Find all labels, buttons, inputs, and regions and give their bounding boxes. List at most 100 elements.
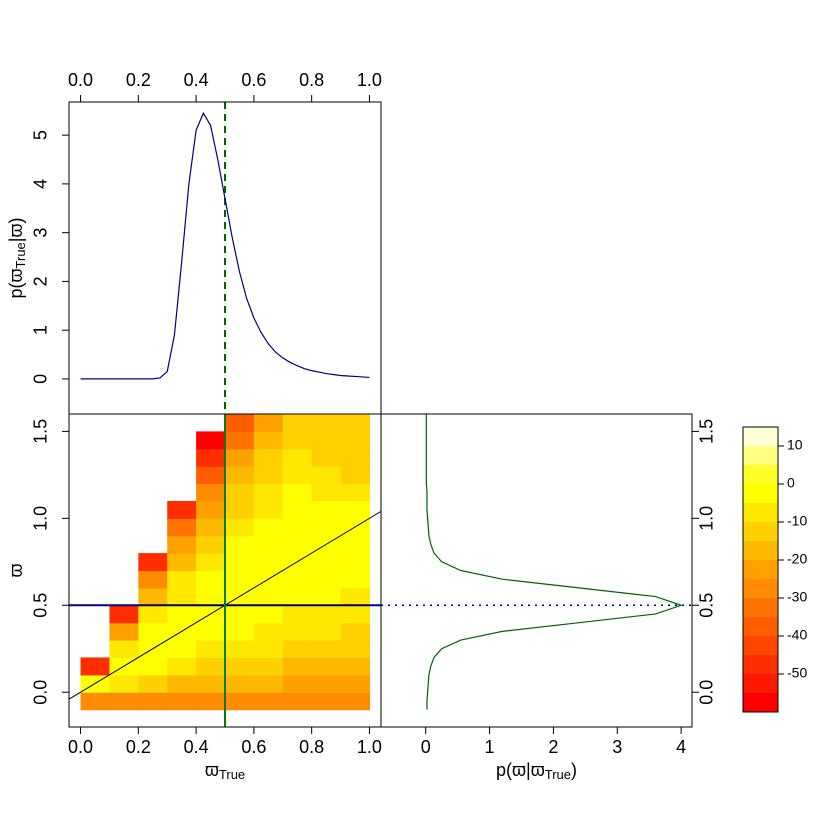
colorbar-band (743, 655, 778, 674)
y-tick-label: 3 (31, 228, 51, 238)
colorbar-band (743, 503, 778, 522)
heat-cell (196, 674, 226, 693)
heat-cell (225, 518, 255, 537)
axis-label: ϖ (6, 563, 26, 577)
y-tick-label: 0 (31, 374, 51, 384)
heat-cell (167, 640, 197, 659)
heat-cell (253, 692, 284, 711)
colorbar-band (743, 636, 778, 655)
heat-cell (109, 674, 139, 693)
heat-cell (253, 535, 284, 554)
heat-cell (282, 587, 313, 606)
heat-cell (282, 535, 313, 554)
heat-cell (340, 570, 371, 589)
x-tick-label: 1.0 (357, 737, 382, 757)
colorbar-band (743, 522, 778, 541)
heat-cell (196, 518, 226, 537)
heat-cell (340, 414, 371, 432)
heat-cell (253, 587, 284, 606)
colorbar-tick-label: -40 (787, 627, 807, 643)
heat-cell (311, 414, 342, 432)
y-tick-label: 1.5 (31, 419, 51, 444)
heat-cell (311, 466, 342, 485)
heat-cell (167, 692, 197, 711)
colorbar-band (743, 579, 778, 598)
heat-cell (311, 570, 342, 589)
heat-cell (109, 622, 139, 641)
heat-cell (253, 466, 284, 485)
heat-cell (225, 640, 255, 659)
colorbar-tick-label: -50 (787, 665, 807, 681)
heat-cell (282, 570, 313, 589)
heat-cell (340, 553, 371, 572)
heat-cell (225, 500, 255, 519)
heat-cell (340, 640, 371, 659)
heat-cell (311, 622, 342, 641)
x-tick-label: 0.6 (241, 70, 266, 90)
x-tick-label: 1 (485, 737, 495, 757)
heat-cell (196, 500, 226, 519)
colorbar-band (743, 465, 778, 484)
x-tick-label: 0.6 (241, 737, 266, 757)
heat-cell (225, 448, 255, 467)
heat-cell (138, 553, 168, 572)
y-tick-label: 2 (31, 276, 51, 286)
label-part: True (219, 767, 245, 782)
heat-cell (282, 466, 313, 485)
heat-cell (196, 622, 226, 641)
density-curve (80, 111, 370, 380)
colorbar-band (743, 446, 778, 465)
heat-cell (138, 657, 168, 676)
heat-cell (253, 448, 284, 467)
colorbar-band (743, 674, 778, 693)
heat-cell (196, 553, 226, 572)
colorbar: -50 -40 -30 -20 -10 0 10 (742, 426, 807, 713)
heat-cell (340, 622, 371, 641)
heat-cell (340, 674, 371, 693)
heat-cell (253, 640, 284, 659)
colorbar-band (743, 693, 778, 712)
heat-cell (311, 448, 342, 467)
heat-cell (225, 414, 255, 432)
colorbar-band (743, 541, 778, 560)
heat-cell (253, 483, 284, 502)
heat-cell (167, 605, 197, 624)
heat-cell (138, 692, 168, 711)
heat-cell (196, 570, 226, 589)
heat-cell (282, 414, 313, 432)
heat-cell (196, 431, 226, 450)
x-tick-label: 0.2 (126, 737, 151, 757)
heat-cell (311, 640, 342, 659)
colorbar-band (743, 560, 778, 579)
colorbar-band (743, 598, 778, 617)
y-tick-label: 1.0 (697, 506, 717, 531)
heat-cell (282, 622, 313, 641)
heat-cell (311, 605, 342, 624)
axis-label: p(ϖ|ϖTrue) (496, 760, 577, 783)
heat-cell (311, 500, 342, 519)
heat-cell (311, 657, 342, 676)
y-tick-label: 0.5 (31, 593, 51, 618)
heat-cell (196, 587, 226, 606)
heat-cell (196, 657, 226, 676)
heat-cell (167, 657, 197, 676)
heat-cell (340, 692, 371, 711)
heat-cell (196, 692, 226, 711)
heat-cell (340, 535, 371, 554)
heat-cell (167, 587, 197, 606)
x-tick-label: 0.8 (299, 70, 324, 90)
x-tick-label: 3 (612, 737, 622, 757)
y-tick-label: 5 (31, 130, 51, 140)
heat-cell (311, 587, 342, 606)
x-tick-label: 2 (548, 737, 558, 757)
colorbar-band (743, 484, 778, 503)
heat-cell (225, 431, 255, 450)
x-tick-label: 0.2 (126, 70, 151, 90)
heat-cell (138, 570, 168, 589)
x-tick-label: 4 (676, 737, 686, 757)
heat-cell (225, 692, 255, 711)
y-tick-label: 0.0 (697, 680, 717, 705)
heat-cell (311, 692, 342, 711)
x-tick-label: 0 (421, 737, 431, 757)
